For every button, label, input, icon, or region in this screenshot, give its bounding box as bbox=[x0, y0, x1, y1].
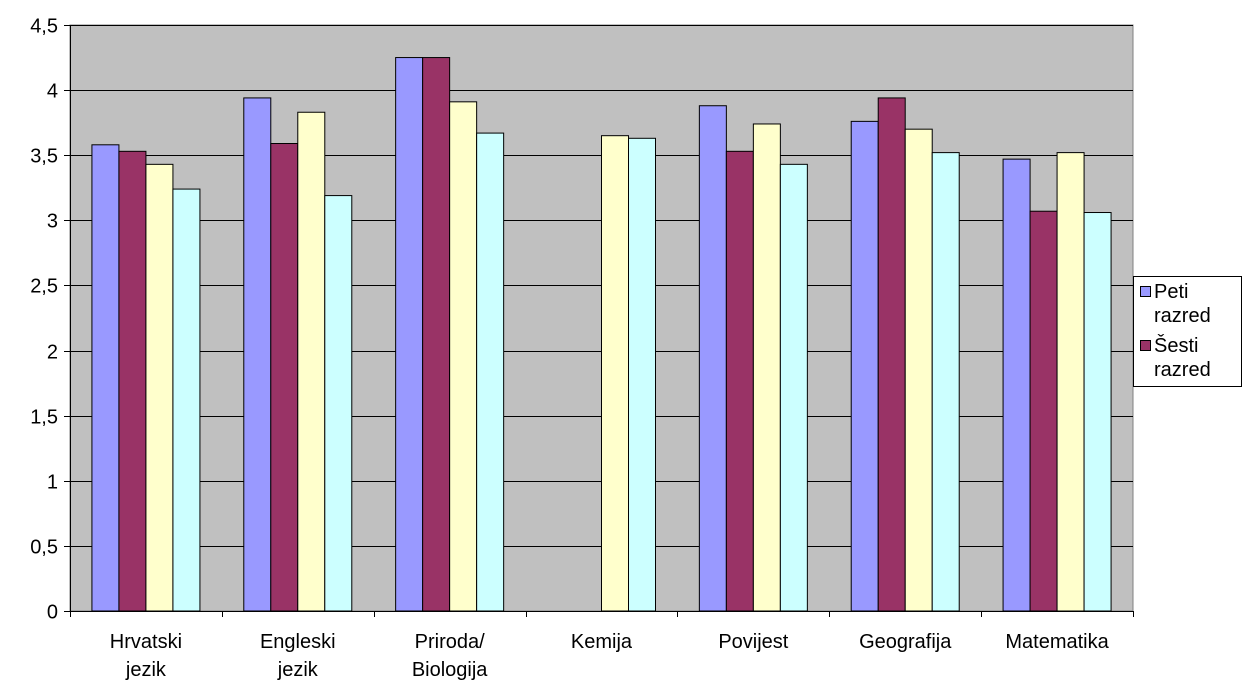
x-tick-label: Kemija bbox=[571, 631, 633, 653]
bar bbox=[698, 105, 727, 612]
bar bbox=[1056, 152, 1085, 612]
bar bbox=[118, 150, 147, 612]
bar bbox=[422, 57, 451, 612]
y-tick-label: 4,5 bbox=[30, 16, 58, 38]
bar bbox=[779, 163, 808, 612]
y-tick-label: 2 bbox=[47, 342, 58, 364]
bar bbox=[270, 143, 299, 612]
bar bbox=[324, 195, 353, 612]
legend-item-sesti-razred: Šesti razred bbox=[1140, 334, 1240, 382]
bar bbox=[449, 101, 478, 612]
bar bbox=[850, 120, 879, 612]
y-tick-label: 2,5 bbox=[30, 276, 58, 298]
bar bbox=[877, 97, 906, 612]
bar bbox=[476, 132, 505, 612]
bar bbox=[243, 97, 272, 612]
legend-item-peti-razred: Peti razred bbox=[1140, 280, 1240, 328]
bar bbox=[172, 188, 201, 612]
bar bbox=[628, 137, 656, 612]
y-tick-label: 0 bbox=[47, 602, 58, 624]
legend-label-line: Šesti bbox=[1154, 335, 1199, 357]
bar bbox=[904, 128, 933, 612]
y-tick-label: 4 bbox=[47, 81, 58, 103]
bar bbox=[931, 152, 960, 612]
x-tick-label: Engleski bbox=[260, 631, 336, 653]
y-tick-label: 1 bbox=[47, 472, 58, 494]
legend-swatch-peti-razred bbox=[1140, 286, 1151, 297]
x-tick-label: Matematika bbox=[1005, 631, 1109, 653]
bar bbox=[145, 163, 174, 612]
y-tick-label: 3,5 bbox=[30, 146, 58, 168]
bar bbox=[752, 123, 781, 612]
legend-label-line: razred bbox=[1154, 359, 1211, 381]
x-tick-label: Hrvatski bbox=[110, 631, 182, 653]
bar bbox=[91, 144, 120, 612]
bar bbox=[1002, 158, 1031, 612]
x-tick-label: jezik bbox=[277, 659, 319, 681]
bar bbox=[297, 111, 326, 612]
x-tick-label: Geografija bbox=[859, 631, 952, 653]
legend-label-line: Peti bbox=[1154, 281, 1189, 303]
bar bbox=[1029, 210, 1058, 612]
bar bbox=[1083, 212, 1112, 612]
y-tick-label: 1,5 bbox=[30, 407, 58, 429]
x-tick-label: Povijest bbox=[718, 631, 788, 653]
legend: Peti razred Šesti razred bbox=[1133, 276, 1242, 387]
legend-label-sesti-razred: Šesti razred bbox=[1154, 334, 1244, 382]
x-tick-label: Priroda/ bbox=[415, 631, 485, 653]
legend-label-line: razred bbox=[1154, 305, 1211, 327]
y-tick-label: 3 bbox=[47, 211, 58, 233]
bar bbox=[725, 150, 754, 612]
y-tick-label: 0,5 bbox=[30, 537, 58, 559]
legend-label-peti-razred: Peti razred bbox=[1154, 280, 1244, 328]
bar bbox=[395, 57, 424, 612]
bar bbox=[601, 135, 629, 612]
x-tick-label: jezik bbox=[125, 659, 167, 681]
x-tick-label: Biologija bbox=[412, 659, 488, 681]
legend-swatch-sesti-razred bbox=[1140, 340, 1151, 351]
